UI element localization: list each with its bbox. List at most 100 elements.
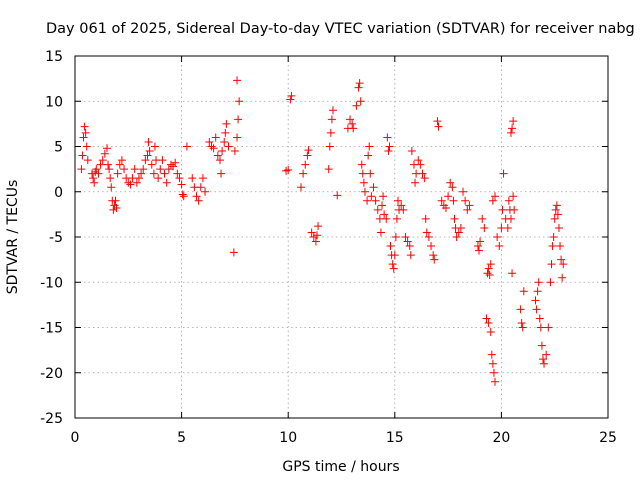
data-point bbox=[441, 204, 450, 213]
data-point bbox=[554, 223, 563, 232]
data-point bbox=[486, 260, 495, 269]
data-point bbox=[104, 160, 113, 169]
data-point bbox=[218, 147, 227, 156]
data-point bbox=[106, 174, 115, 183]
x-axis-label: GPS time / hours bbox=[282, 459, 399, 475]
data-point bbox=[459, 187, 468, 196]
data-point bbox=[286, 95, 295, 104]
grid-lines bbox=[75, 56, 608, 418]
data-point bbox=[482, 314, 491, 323]
data-point bbox=[326, 128, 335, 137]
data-point bbox=[234, 115, 243, 124]
data-point bbox=[221, 128, 230, 137]
tick-labels: 0 5 10 15 20 25 -25 -20 -15 -10 -5 0 5 10 15 bbox=[40, 49, 617, 446]
data-point bbox=[220, 137, 229, 146]
data-point bbox=[448, 183, 457, 192]
data-point bbox=[120, 165, 129, 174]
data-point bbox=[506, 214, 515, 223]
data-point bbox=[143, 151, 152, 160]
data-point bbox=[94, 169, 103, 178]
data-point bbox=[390, 251, 399, 260]
data-point bbox=[401, 233, 410, 241]
x-tick-label: 10 bbox=[279, 430, 297, 446]
data-point bbox=[356, 97, 365, 106]
data-point bbox=[382, 214, 391, 223]
data-point bbox=[550, 214, 559, 223]
data-point bbox=[312, 231, 321, 240]
data-point bbox=[542, 350, 551, 359]
data-point bbox=[454, 228, 463, 237]
data-point bbox=[405, 242, 414, 251]
data-point bbox=[491, 192, 500, 201]
data-point bbox=[446, 178, 455, 187]
data-point bbox=[421, 214, 430, 223]
data-point bbox=[537, 341, 546, 350]
chart-title: Day 061 of 2025, Sidereal Day-to-day VTE… bbox=[46, 21, 635, 37]
data-point bbox=[207, 142, 216, 151]
data-point bbox=[109, 205, 118, 214]
data-point bbox=[211, 133, 220, 142]
data-point bbox=[307, 228, 316, 237]
data-point bbox=[510, 205, 519, 214]
data-point bbox=[508, 269, 517, 278]
data-point bbox=[414, 156, 423, 165]
y-tick-label: -5 bbox=[49, 230, 63, 246]
data-point bbox=[173, 169, 182, 178]
data-point bbox=[483, 269, 492, 278]
data-point bbox=[201, 187, 210, 196]
data-point bbox=[78, 151, 87, 160]
data-point bbox=[504, 196, 513, 205]
data-point bbox=[196, 183, 205, 192]
data-point bbox=[311, 237, 320, 246]
data-point bbox=[301, 160, 310, 169]
data-point bbox=[325, 142, 334, 151]
data-point bbox=[452, 233, 461, 241]
data-point bbox=[299, 169, 308, 178]
data-point bbox=[376, 228, 385, 237]
data-point bbox=[556, 242, 565, 251]
data-point bbox=[235, 97, 244, 106]
data-point bbox=[485, 271, 494, 280]
data-point bbox=[533, 287, 542, 296]
data-point bbox=[178, 190, 187, 199]
data-point bbox=[158, 156, 167, 165]
data-point bbox=[487, 350, 496, 359]
data-point bbox=[171, 158, 180, 167]
data-point bbox=[480, 223, 489, 232]
data-point bbox=[80, 122, 89, 131]
data-point bbox=[233, 133, 242, 142]
data-point bbox=[217, 169, 226, 178]
data-point bbox=[354, 83, 363, 92]
data-point bbox=[205, 137, 214, 146]
data-point bbox=[130, 165, 139, 174]
data-point bbox=[534, 278, 543, 287]
data-point bbox=[558, 273, 567, 282]
data-point bbox=[132, 178, 141, 187]
data-point bbox=[346, 115, 355, 124]
data-point bbox=[559, 260, 568, 269]
data-point bbox=[383, 133, 392, 142]
data-point bbox=[198, 174, 207, 183]
data-point bbox=[389, 264, 398, 273]
data-point bbox=[359, 178, 368, 187]
x-tick-label: 5 bbox=[177, 430, 186, 446]
data-point bbox=[229, 248, 238, 257]
data-point bbox=[182, 142, 191, 151]
data-point bbox=[427, 242, 436, 251]
data-point bbox=[282, 166, 291, 175]
data-point bbox=[90, 178, 99, 187]
data-point bbox=[79, 133, 88, 142]
data-point bbox=[287, 91, 296, 100]
y-tick-label: 5 bbox=[54, 140, 63, 156]
data-point bbox=[392, 214, 401, 223]
data-point bbox=[77, 165, 86, 174]
data-point bbox=[433, 117, 442, 126]
plot-frame bbox=[74, 55, 609, 419]
data-point bbox=[215, 156, 224, 165]
data-point bbox=[169, 162, 178, 171]
data-point bbox=[355, 79, 364, 88]
y-tick-label: 10 bbox=[45, 94, 63, 110]
data-point bbox=[411, 178, 420, 187]
data-point bbox=[139, 165, 148, 174]
data-point bbox=[179, 192, 188, 201]
